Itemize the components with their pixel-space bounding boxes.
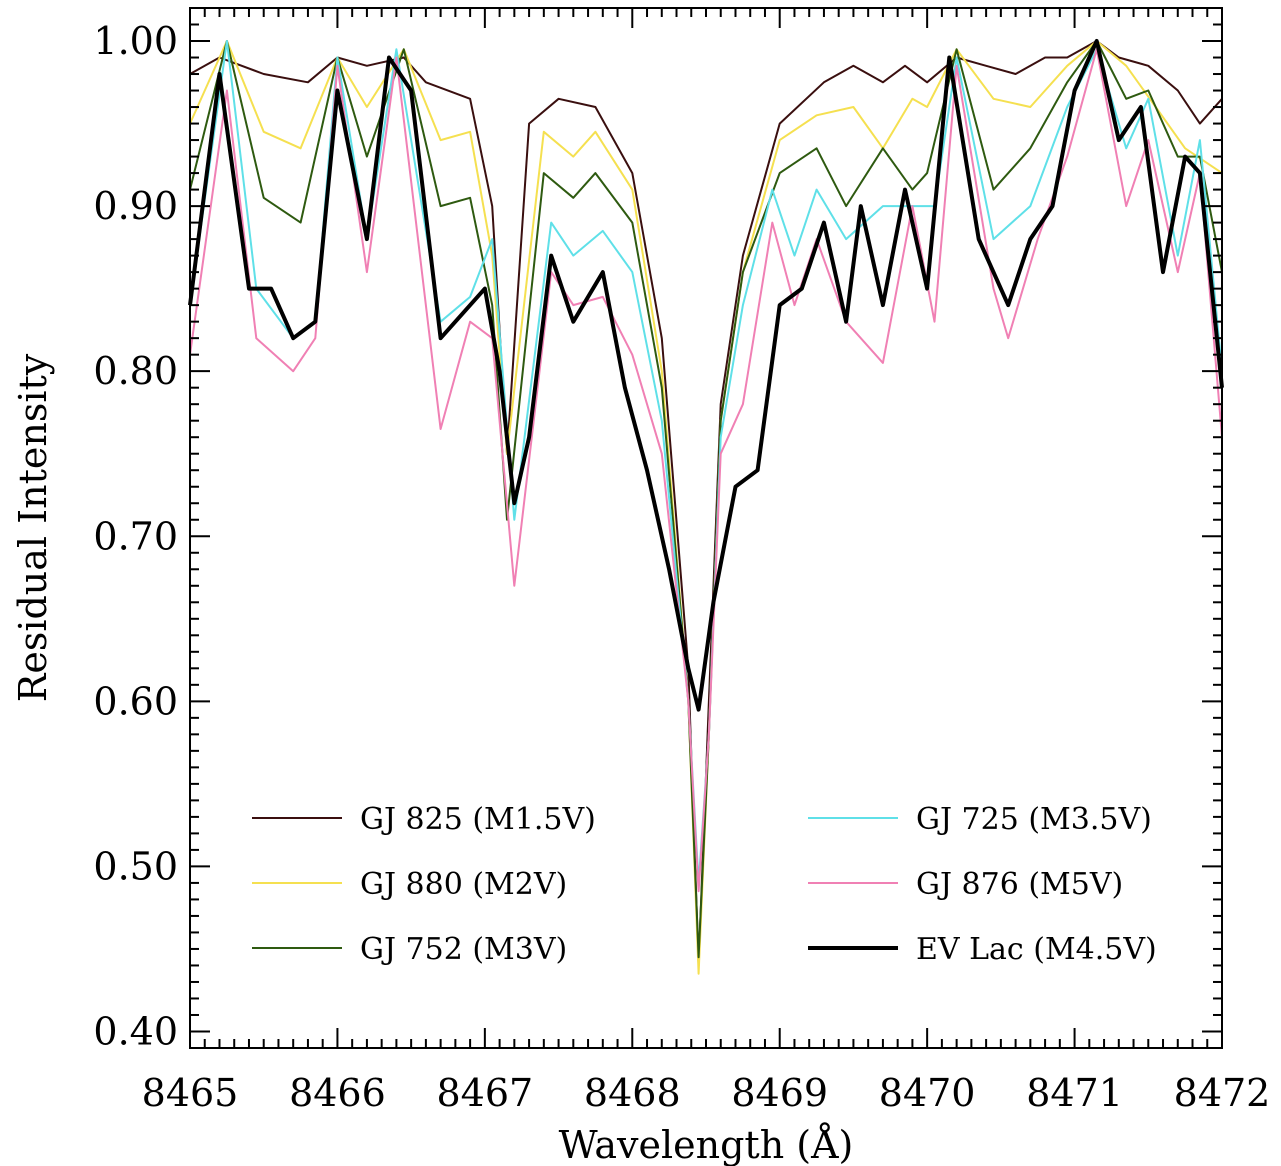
x-axis-title: Wavelength (Å) xyxy=(559,1123,854,1166)
series-layer xyxy=(188,39,1224,975)
y-tick-label: 0.50 xyxy=(93,844,178,888)
legend: GJ 825 (M1.5V) GJ 880 (M2V) GJ 752 (M3V) GJ… xyxy=(252,802,1157,967)
x-tick-labels: 8465 8466 8467 8468 8469 8470 8471 8472 xyxy=(142,1071,1271,1115)
x-tick-label: 8470 xyxy=(879,1071,976,1115)
legend-label: EV Lac (M4.5V) xyxy=(916,932,1157,967)
y-tick-label: 0.60 xyxy=(93,679,178,723)
series-line-5 xyxy=(188,39,1224,712)
x-tick-label: 8467 xyxy=(436,1071,533,1115)
tick-layer xyxy=(189,7,1223,1049)
y-tick-labels: 0.40 0.50 0.60 0.70 0.80 0.90 1.00 xyxy=(93,19,178,1053)
y-tick-label: 0.70 xyxy=(93,514,178,558)
x-tick-label: 8469 xyxy=(731,1071,828,1115)
legend-label: GJ 825 (M1.5V) xyxy=(360,802,596,837)
y-tick-label: 0.90 xyxy=(93,184,178,228)
legend-label: GJ 725 (M3.5V) xyxy=(916,802,1152,837)
x-tick-label: 8466 xyxy=(289,1071,386,1115)
legend-label: GJ 880 (M2V) xyxy=(360,867,567,902)
y-tick-label: 0.40 xyxy=(93,1009,178,1053)
x-tick-label: 8472 xyxy=(1174,1071,1271,1115)
x-tick-label: 8465 xyxy=(142,1071,239,1115)
x-tick-label: 8471 xyxy=(1026,1071,1123,1115)
legend-label: GJ 752 (M3V) xyxy=(360,932,567,967)
series-line-4 xyxy=(189,48,1223,893)
x-tick-label: 8468 xyxy=(584,1071,681,1115)
y-axis-title: Residual Intensity xyxy=(11,353,55,702)
y-tick-label: 0.80 xyxy=(93,349,178,393)
legend-label: GJ 876 (M5V) xyxy=(916,867,1123,902)
y-tick-label: 1.00 xyxy=(93,19,178,63)
